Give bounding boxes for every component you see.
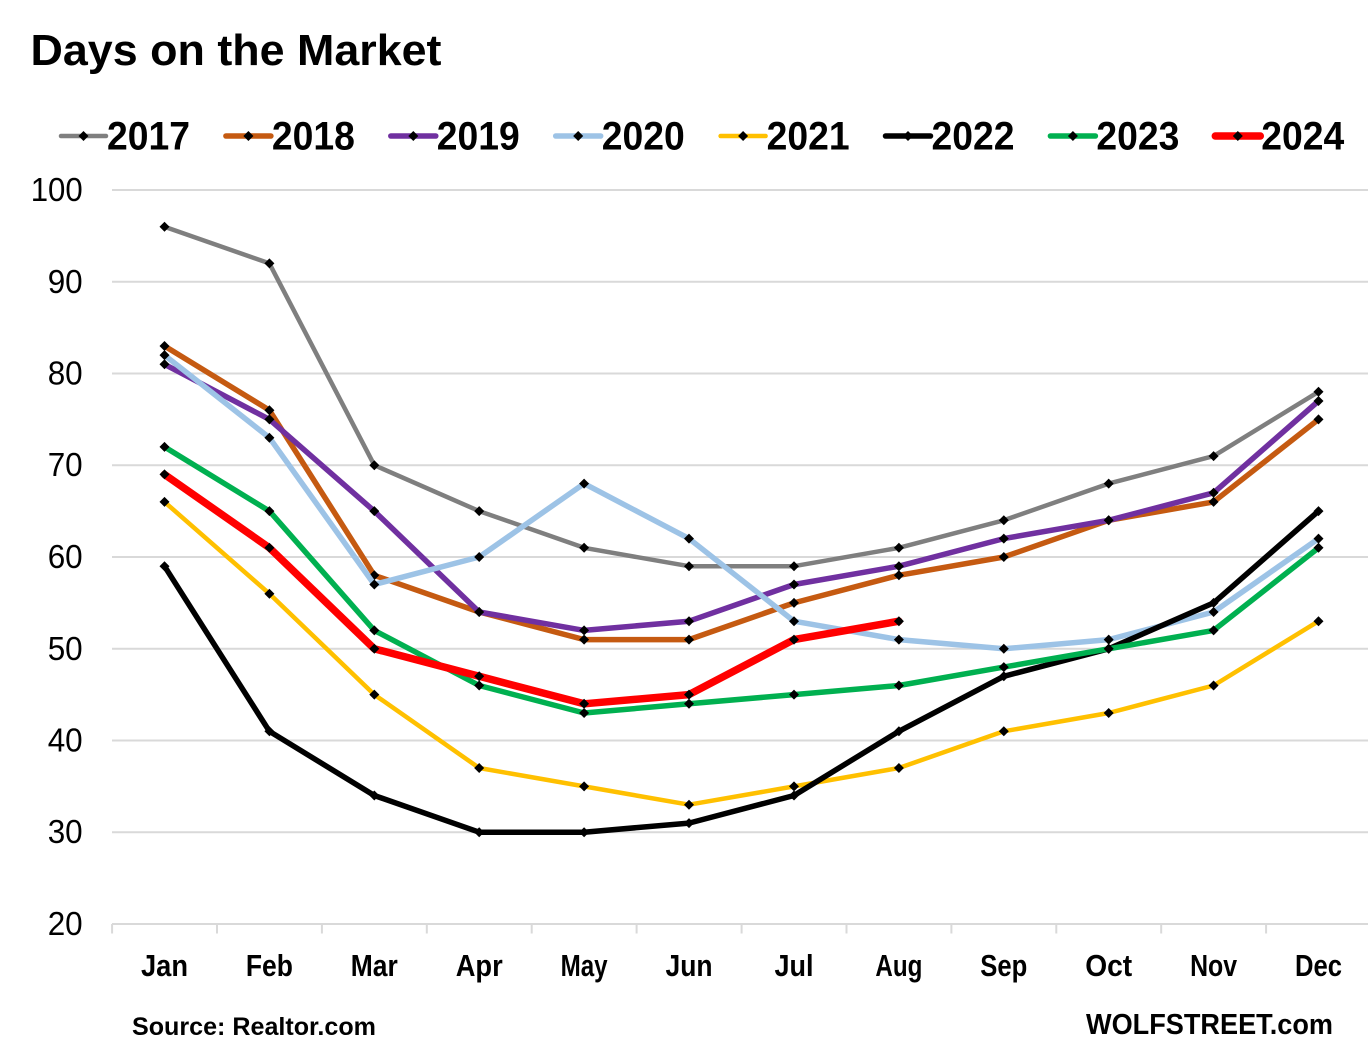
- svg-text:Nov: Nov: [1190, 948, 1238, 983]
- svg-text:2024: 2024: [1261, 115, 1345, 159]
- svg-text:Jan: Jan: [141, 948, 188, 983]
- svg-text:50: 50: [48, 630, 83, 667]
- svg-text:80: 80: [48, 355, 83, 392]
- svg-text:Apr: Apr: [456, 948, 503, 983]
- svg-text:Sep: Sep: [980, 948, 1027, 983]
- svg-text:Jun: Jun: [666, 948, 713, 983]
- svg-text:2022: 2022: [932, 115, 1015, 159]
- svg-text:May: May: [561, 948, 609, 983]
- svg-text:Mar: Mar: [351, 948, 398, 983]
- svg-text:Feb: Feb: [246, 948, 293, 983]
- svg-text:40: 40: [48, 722, 83, 759]
- svg-text:90: 90: [48, 263, 83, 300]
- svg-text:WOLFSTREET.com: WOLFSTREET.com: [1086, 1009, 1333, 1041]
- svg-text:30: 30: [48, 813, 83, 850]
- svg-text:Source: Realtor.com: Source: Realtor.com: [132, 1013, 376, 1041]
- svg-text:2021: 2021: [767, 115, 850, 159]
- svg-text:Aug: Aug: [875, 948, 922, 983]
- svg-text:2023: 2023: [1096, 115, 1179, 159]
- svg-text:2018: 2018: [272, 115, 355, 159]
- svg-text:Dec: Dec: [1295, 948, 1342, 983]
- svg-text:Oct: Oct: [1085, 948, 1132, 983]
- svg-text:Days on the Market: Days on the Market: [31, 26, 442, 75]
- svg-text:20: 20: [48, 905, 83, 942]
- svg-text:2017: 2017: [107, 115, 190, 159]
- svg-text:Jul: Jul: [775, 948, 814, 983]
- svg-text:100: 100: [31, 171, 83, 208]
- svg-text:2019: 2019: [437, 115, 520, 159]
- svg-text:60: 60: [48, 538, 83, 575]
- svg-text:2020: 2020: [602, 115, 685, 159]
- svg-text:70: 70: [48, 446, 83, 483]
